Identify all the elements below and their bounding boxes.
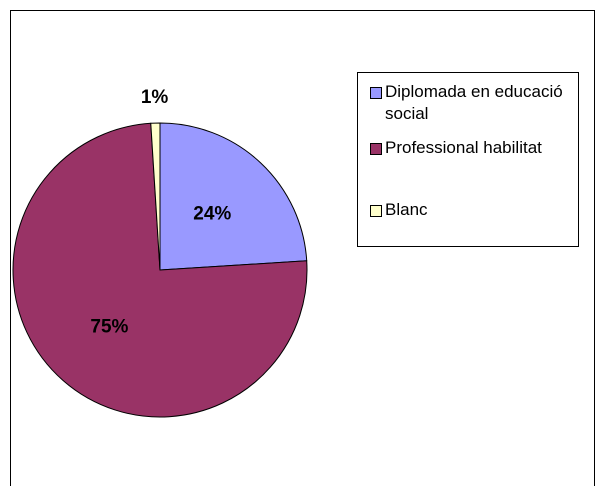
legend-label: Professional habilitat (385, 138, 542, 157)
data-label: 24% (193, 203, 231, 224)
pie-slice (150, 122, 161, 271)
legend: Diplomada en educació social Professional… (357, 72, 579, 247)
pie-slice (12, 122, 308, 418)
legend-swatch (370, 143, 382, 155)
legend-swatch (370, 87, 382, 99)
chart-border (10, 10, 595, 486)
data-label: 1% (141, 87, 169, 108)
legend-label: Diplomada en educació social (385, 82, 563, 123)
legend-label: Blanc (385, 200, 428, 219)
pie-slice (159, 122, 308, 271)
legend-swatch (370, 205, 382, 217)
data-label: 75% (90, 316, 128, 337)
legend-item: Blanc (370, 199, 565, 221)
legend-item: Professional habilitat (370, 137, 565, 159)
legend-item: Diplomada en educació social (370, 81, 565, 125)
